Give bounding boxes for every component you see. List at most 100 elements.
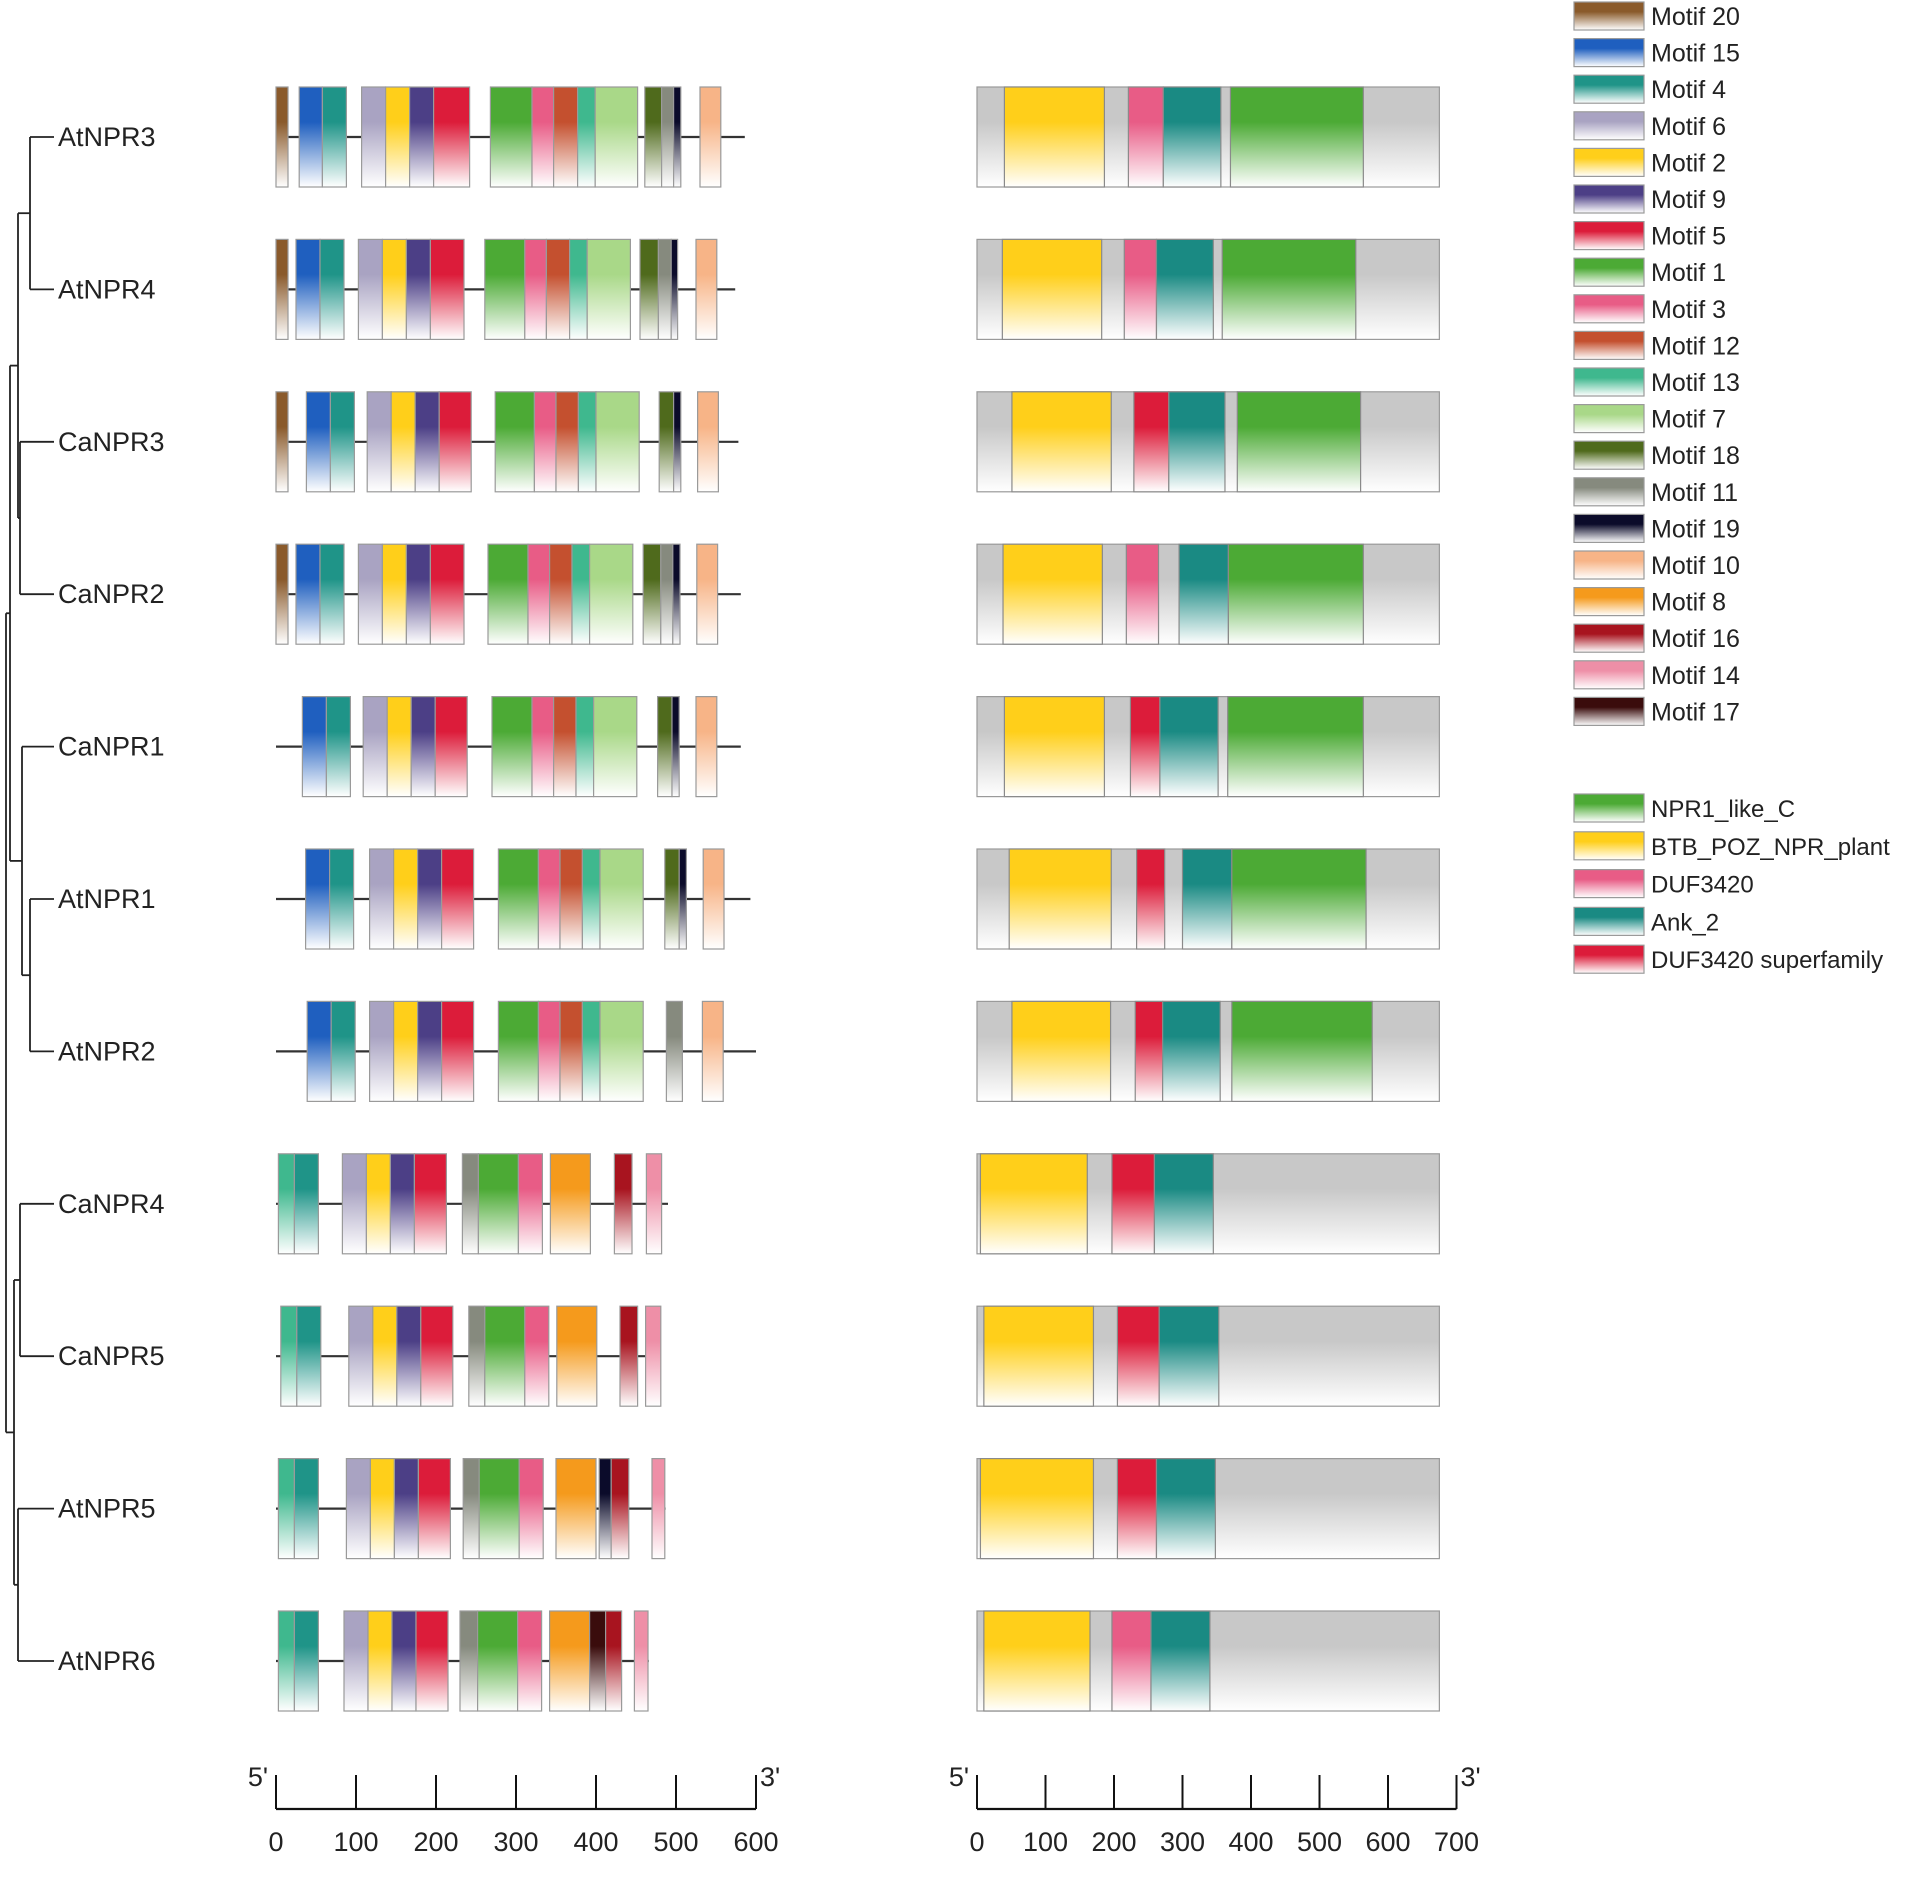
motif-box-m1	[484, 238, 526, 340]
motif-box-m4	[296, 1305, 322, 1407]
motif-box-m2	[369, 1457, 395, 1560]
domain-box-d_btb	[983, 1610, 1091, 1712]
motif-row-atnpr5	[276, 1457, 666, 1560]
axis-tick-label: 300	[1160, 1827, 1205, 1857]
domain-box-d_npr1	[1229, 86, 1364, 188]
domain-row-atnpr6	[976, 1610, 1440, 1712]
motif-box-m15	[295, 238, 321, 340]
motif-box-m15	[301, 695, 327, 798]
five-prime-label: 5'	[949, 1762, 969, 1792]
motif-box-m11	[665, 1000, 684, 1103]
gene-label-canpr3: CaNPR3	[58, 427, 165, 457]
motif-box-m5	[429, 238, 465, 340]
motif-row-canpr4	[276, 1153, 668, 1255]
gene-label-atnpr5: AtNPR5	[58, 1494, 156, 1524]
motif-box-m12	[552, 86, 579, 188]
motif-box-m15	[295, 543, 321, 645]
motif-box-m6	[348, 1305, 374, 1407]
motif-box-m1	[491, 695, 533, 798]
domain-box-d_dufs	[1136, 848, 1166, 950]
domain-box-d_ank	[1168, 391, 1226, 493]
legend-item-d_duf: DUF3420	[1573, 868, 1754, 899]
legend-swatch	[1573, 660, 1645, 690]
phylogenetic-tree	[5, 136, 54, 1662]
motif-box-m13	[577, 391, 597, 493]
motif-box-m1	[497, 848, 539, 950]
domain-box-d_duf	[1123, 238, 1158, 340]
three-prime-label: 3'	[1461, 1762, 1481, 1792]
motif-box-m7	[586, 238, 632, 340]
legend-item-m18: Motif 18	[1573, 440, 1740, 470]
scale-axes: 0 100 200 300 400 500 600 5' 3' 0 100 200 300 400 500 6…	[248, 1762, 1481, 1857]
motif-box-m16	[613, 1153, 633, 1255]
motif-row-canpr2	[275, 543, 741, 645]
motif-box-m3	[524, 1305, 550, 1407]
motif-box-m2	[393, 848, 419, 950]
motif-box-m14	[651, 1457, 666, 1560]
motif-row-atnpr1	[276, 848, 751, 950]
motif-box-m13	[576, 86, 596, 188]
motif-box-m5	[420, 1305, 454, 1407]
legend-item-m4: Motif 4	[1573, 74, 1726, 104]
motif-box-m4	[319, 238, 345, 340]
motif-box-m9	[393, 1457, 419, 1560]
motif-box-m20	[275, 238, 289, 340]
motif-box-m11	[459, 1610, 479, 1712]
legend-swatch	[1573, 831, 1645, 861]
motif-row-atnpr2	[276, 1000, 756, 1103]
motif-box-m9	[409, 86, 435, 188]
domain-box-d_ank	[1159, 695, 1219, 798]
domain-box-d_btb	[1008, 848, 1112, 950]
legend-swatch	[1573, 184, 1645, 214]
domain-box-d_btb	[979, 1457, 1095, 1560]
domain-scale-axis: 0 100 200 300 400 500 600 700 5' 3'	[949, 1762, 1481, 1857]
motif-row-atnpr3	[275, 86, 745, 188]
domain-box-d_btb	[1003, 695, 1106, 798]
motif-box-m9	[396, 1305, 422, 1407]
motif-box-m20	[275, 543, 289, 645]
motif-box-m4	[293, 1457, 319, 1560]
axis-tick-label: 200	[1091, 1827, 1136, 1857]
motif-box-m3	[524, 238, 547, 340]
legend-item-m10: Motif 10	[1573, 550, 1740, 580]
legend-label: Motif 19	[1651, 515, 1740, 543]
legend-item-m15: Motif 15	[1573, 37, 1740, 68]
gene-label-canpr4: CaNPR4	[58, 1189, 165, 1219]
motif-box-m10	[701, 1000, 724, 1103]
domain-row-canpr2	[976, 543, 1440, 645]
axis-tick-label: 400	[573, 1827, 618, 1857]
motif-box-m19	[671, 695, 680, 798]
legend-item-m5: Motif 5	[1573, 221, 1726, 251]
gene-label-atnpr6: AtNPR6	[58, 1646, 156, 1676]
legend-item-m11: Motif 11	[1573, 477, 1738, 507]
legend-label: Motif 17	[1651, 698, 1740, 726]
motif-box-m15	[305, 391, 331, 493]
gene-label-atnpr2: AtNPR2	[58, 1036, 156, 1066]
motif-box-m9	[410, 695, 436, 798]
legend-swatch	[1573, 513, 1645, 544]
motif-box-m12	[559, 848, 583, 950]
legend-swatch	[1573, 111, 1645, 141]
motif-box-m6	[357, 238, 383, 340]
motif-box-m19	[672, 86, 682, 188]
domain-panel	[976, 86, 1440, 1712]
legend-swatch	[1573, 37, 1645, 68]
motif-panel	[275, 86, 756, 1712]
axis-tick-label: 500	[1297, 1827, 1342, 1857]
motif-box-m13	[571, 543, 591, 645]
domain-box-d_duf	[1125, 543, 1160, 645]
domain-box-d_dufs	[1133, 391, 1170, 493]
legend-swatch	[1573, 696, 1645, 727]
domain-box-d_npr1	[1221, 238, 1357, 340]
axis-tick-label: 400	[1228, 1827, 1273, 1857]
motif-box-m19	[672, 543, 681, 645]
axis-tick-label: 0	[969, 1827, 984, 1857]
motif-box-m20	[275, 86, 289, 188]
three-prime-label: 3'	[760, 1762, 780, 1792]
motif-row-atnpr4	[275, 238, 736, 340]
motif-box-m8	[549, 1153, 592, 1255]
domain-box-d_npr1	[1231, 1000, 1373, 1103]
legend-swatch	[1573, 586, 1645, 617]
legend-label: Motif 9	[1651, 186, 1726, 214]
motif-box-m9	[417, 1000, 443, 1103]
